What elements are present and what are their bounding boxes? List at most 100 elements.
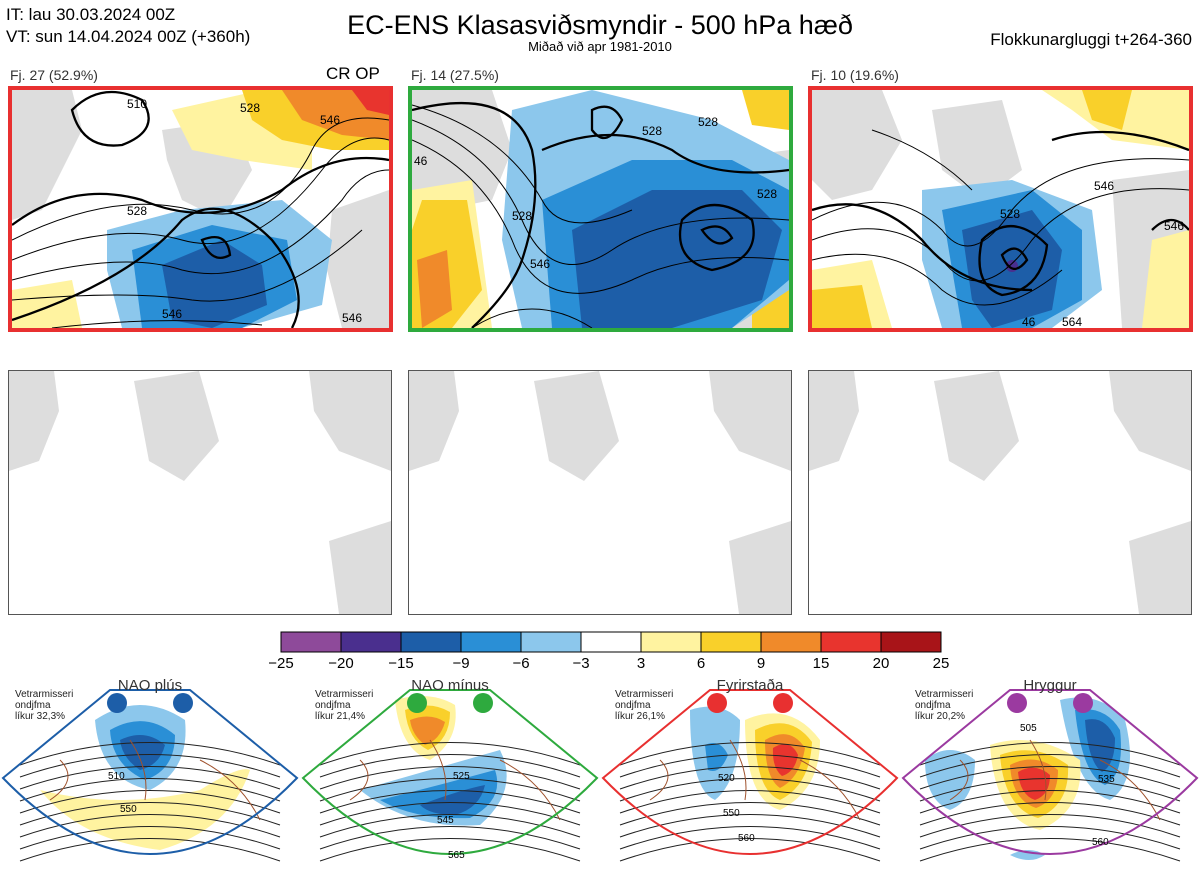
regime-contour-label: 550 (723, 808, 740, 819)
regime-contour (619, 802, 881, 826)
regime-contour (619, 838, 881, 862)
colorbar-tick-label: 15 (812, 655, 830, 672)
contour-label: 528 (127, 204, 147, 218)
empty-map-1 (8, 370, 392, 615)
regime-note: Vetrarmisseri ondjfma líkur 21,4% (315, 689, 373, 722)
cluster-label-3: Fj. 10 (19.6%) (811, 67, 899, 83)
regime-title: Hryggur (1023, 677, 1077, 694)
regime-contour (319, 814, 581, 838)
regime-marker-icon (107, 693, 127, 713)
regime-coastline (49, 739, 261, 821)
regime-contour-label: 520 (718, 773, 735, 784)
regime-border (1, 689, 299, 855)
regime-note-line: Vetrarmisseri (315, 689, 374, 700)
regime-contour (319, 802, 581, 826)
colorbar-tick-label: −25 (268, 655, 294, 672)
regime-marker-icon (707, 693, 727, 713)
regime-marker-icon (173, 693, 193, 713)
regime-contour (619, 742, 881, 766)
colorbar-tick-label: 9 (756, 655, 766, 672)
header-info: IT: lau 30.03.2024 00Z VT: sun 14.04.202… (6, 4, 250, 48)
empty-map-3 (808, 370, 1192, 615)
contour-label: 528 (698, 115, 718, 129)
regime-contour-label: 560 (738, 833, 755, 844)
regime-map: 520 550 560 (601, 689, 899, 862)
regime-contour-label: 525 (453, 771, 470, 782)
regime-title: Fyrirstaða (716, 677, 784, 694)
colorbar-tick-label: −15 (388, 655, 414, 672)
regime-contour (919, 826, 1181, 850)
valid-time: VT: sun 14.04.2024 00Z (+360h) (6, 27, 251, 46)
empty-map-2 (408, 370, 792, 615)
regime-note-line: ondjfma (915, 700, 951, 711)
colorbar-tick-label: −20 (328, 655, 354, 672)
regime-marker-icon (473, 693, 493, 713)
regime-contour (619, 778, 881, 802)
regime-contour-label: 510 (108, 771, 125, 782)
initial-time: IT: lau 30.03.2024 00Z (6, 5, 176, 24)
regime-contour (319, 766, 581, 790)
regime-note-line: ondjfma (615, 700, 651, 711)
regime-shading (1018, 767, 1050, 800)
regime-note-line: líkur 21,4% (315, 711, 366, 722)
regime-marker-icon (773, 693, 793, 713)
regime-note-line: Vetrarmisseri (15, 689, 74, 700)
regime-contour (919, 778, 1181, 802)
regime-contour (319, 778, 581, 802)
crop-label: CR OP (326, 64, 380, 83)
contour-label: 528 (1000, 207, 1020, 221)
regime-note: Vetrarmisseri ondjfma líkur 32,3% (15, 689, 73, 722)
regime-note: Vetrarmisseri ondjfma líkur 20,2% (915, 689, 973, 722)
regime-marker-icon (1073, 693, 1093, 713)
regime-shading (410, 716, 445, 745)
contour-label: 546 (1094, 179, 1114, 193)
regime-contour (319, 742, 581, 766)
regime-note-line: Vetrarmisseri (915, 689, 974, 700)
regime-contour (19, 778, 281, 802)
regime-note-line: líkur 32,3% (15, 711, 66, 722)
regime-contour (19, 838, 281, 862)
regime-contour (319, 790, 581, 814)
regime-note-line: líkur 20,2% (915, 711, 966, 722)
cluster-map-2: 528 528 528 546 528 46 (408, 86, 793, 332)
regime-note: Vetrarmisseri ondjfma líkur 26,1% (615, 689, 673, 722)
colorbar-tick-label: −6 (512, 655, 530, 672)
regime-contour-label: 560 (1092, 837, 1109, 848)
regime-contour (319, 838, 581, 862)
regime-contour (619, 826, 881, 850)
colorbar-tick-label: 6 (696, 655, 706, 672)
contour-label: 46 (414, 154, 428, 168)
regime-shading (705, 742, 728, 771)
regime-border (901, 689, 1199, 855)
regime-border (601, 689, 899, 855)
regime-contour (919, 802, 1181, 826)
regime-shading (120, 735, 165, 770)
regime-marker-icon (1007, 693, 1027, 713)
colorbar-swatch (880, 631, 942, 653)
regime-contour (19, 826, 281, 850)
regime-contour (19, 802, 281, 826)
regime-note-line: Vetrarmisseri (615, 689, 674, 700)
contour-label: 546 (342, 311, 362, 325)
colorbar-tick-label: −3 (572, 655, 590, 672)
regime-contour (19, 790, 281, 814)
contour-label: 46 (1022, 315, 1036, 328)
regime-coastline (649, 739, 861, 821)
page-title: EC-ENS Klasasviðsmyndir - 500 hPa hæð (347, 10, 853, 40)
regime-note-line: ondjfma (15, 700, 51, 711)
regime-map: 505 535 560 (901, 689, 1199, 862)
contour-label: 510 (127, 97, 147, 111)
regime-contour (919, 814, 1181, 838)
regime-shading (420, 785, 485, 815)
regime-contour-label: 545 (437, 815, 454, 826)
regime-contour-label: 505 (1020, 723, 1037, 734)
colorbar (280, 631, 942, 653)
regime-marker-icon (407, 693, 427, 713)
regime-coastline (949, 739, 1161, 821)
classification-window: Flokkunargluggi t+264-360 (990, 30, 1192, 49)
contour-label: 546 (162, 307, 182, 321)
regime-contour (19, 766, 281, 790)
colorbar-tick-label: 20 (872, 655, 890, 672)
colorbar-tick-label: −9 (452, 655, 470, 672)
